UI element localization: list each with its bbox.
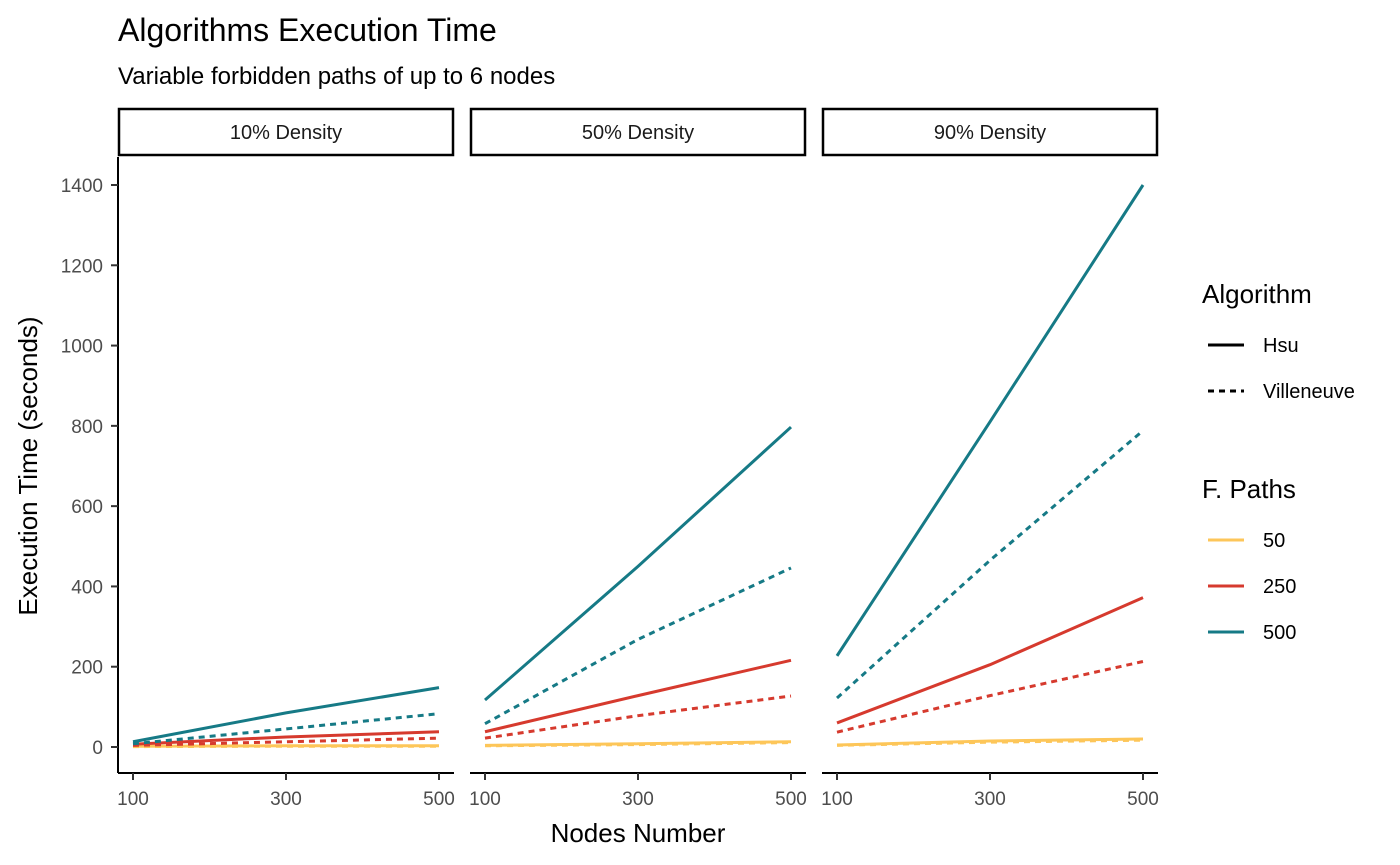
facet-panel: 10% Density 100 300 500 (117, 107, 455, 810)
facet-panel: 90% Density 100 300 500 (821, 107, 1159, 810)
facet-strip (117, 107, 455, 157)
legend-label-algorithm: Villeneuve (1263, 381, 1355, 403)
legend-title-fpaths: F. Paths (1202, 474, 1296, 504)
facet-strip-label: 90% Density (934, 122, 1046, 144)
series-line (484, 694, 792, 740)
facet-strip (469, 107, 807, 157)
x-tick-label: 500 (775, 789, 807, 810)
y-tick-label: 600 (71, 497, 103, 518)
facet-strip-label: 10% Density (230, 122, 342, 144)
legend: Algorithm Hsu Villeneuve F. Paths 50 250 500 (1202, 279, 1355, 644)
facet-panels: 10% Density 100 300 500 50% Density 100 300 500… (117, 107, 1159, 810)
x-tick-label: 300 (974, 789, 1006, 810)
legend-label-fpaths: 500 (1263, 622, 1296, 644)
y-tick-label: 400 (71, 577, 103, 598)
y-axis: 0 200 400 600 800 1000 1200 1400 (61, 157, 119, 773)
x-tick-label: 500 (1127, 789, 1159, 810)
chart-title: Algorithms Execution Time (118, 12, 497, 48)
series-line (484, 741, 792, 748)
series-line (132, 686, 440, 744)
series-line (484, 658, 792, 734)
x-tick-label: 100 (821, 789, 853, 810)
y-tick-label: 1400 (61, 176, 103, 197)
facet-strip (821, 107, 1159, 157)
y-tick-label: 1000 (61, 337, 103, 358)
x-axis-title: Nodes Number (551, 818, 726, 848)
x-tick-label: 300 (622, 789, 654, 810)
y-tick-label: 800 (71, 417, 103, 438)
series-line (835, 429, 1144, 700)
legend-label-algorithm: Hsu (1263, 335, 1299, 357)
facet-strip-label: 50% Density (582, 122, 694, 144)
x-tick-label: 500 (423, 789, 455, 810)
x-tick-label: 100 (117, 789, 149, 810)
series-line (132, 730, 440, 746)
legend-title-algorithm: Algorithm (1202, 279, 1312, 309)
series-line (132, 736, 440, 747)
series-line (836, 738, 1144, 747)
series-line (835, 184, 1145, 657)
x-tick-label: 100 (469, 789, 501, 810)
facet-panel: 50% Density 100 300 500 (469, 107, 807, 810)
series-line (836, 596, 1144, 725)
chart-subtitle: Variable forbidden paths of up to 6 node… (118, 63, 555, 90)
series-line (132, 712, 440, 746)
series-line (484, 566, 792, 726)
series-line (484, 425, 793, 702)
series-line (836, 660, 1144, 734)
x-tick-label: 300 (270, 789, 302, 810)
y-tick-label: 1200 (61, 256, 103, 277)
legend-label-fpaths: 50 (1263, 530, 1285, 552)
y-tick-label: 0 (92, 738, 103, 759)
y-axis-title: Execution Time (seconds) (13, 316, 43, 615)
legend-label-fpaths: 250 (1263, 576, 1296, 598)
y-tick-label: 200 (71, 658, 103, 679)
